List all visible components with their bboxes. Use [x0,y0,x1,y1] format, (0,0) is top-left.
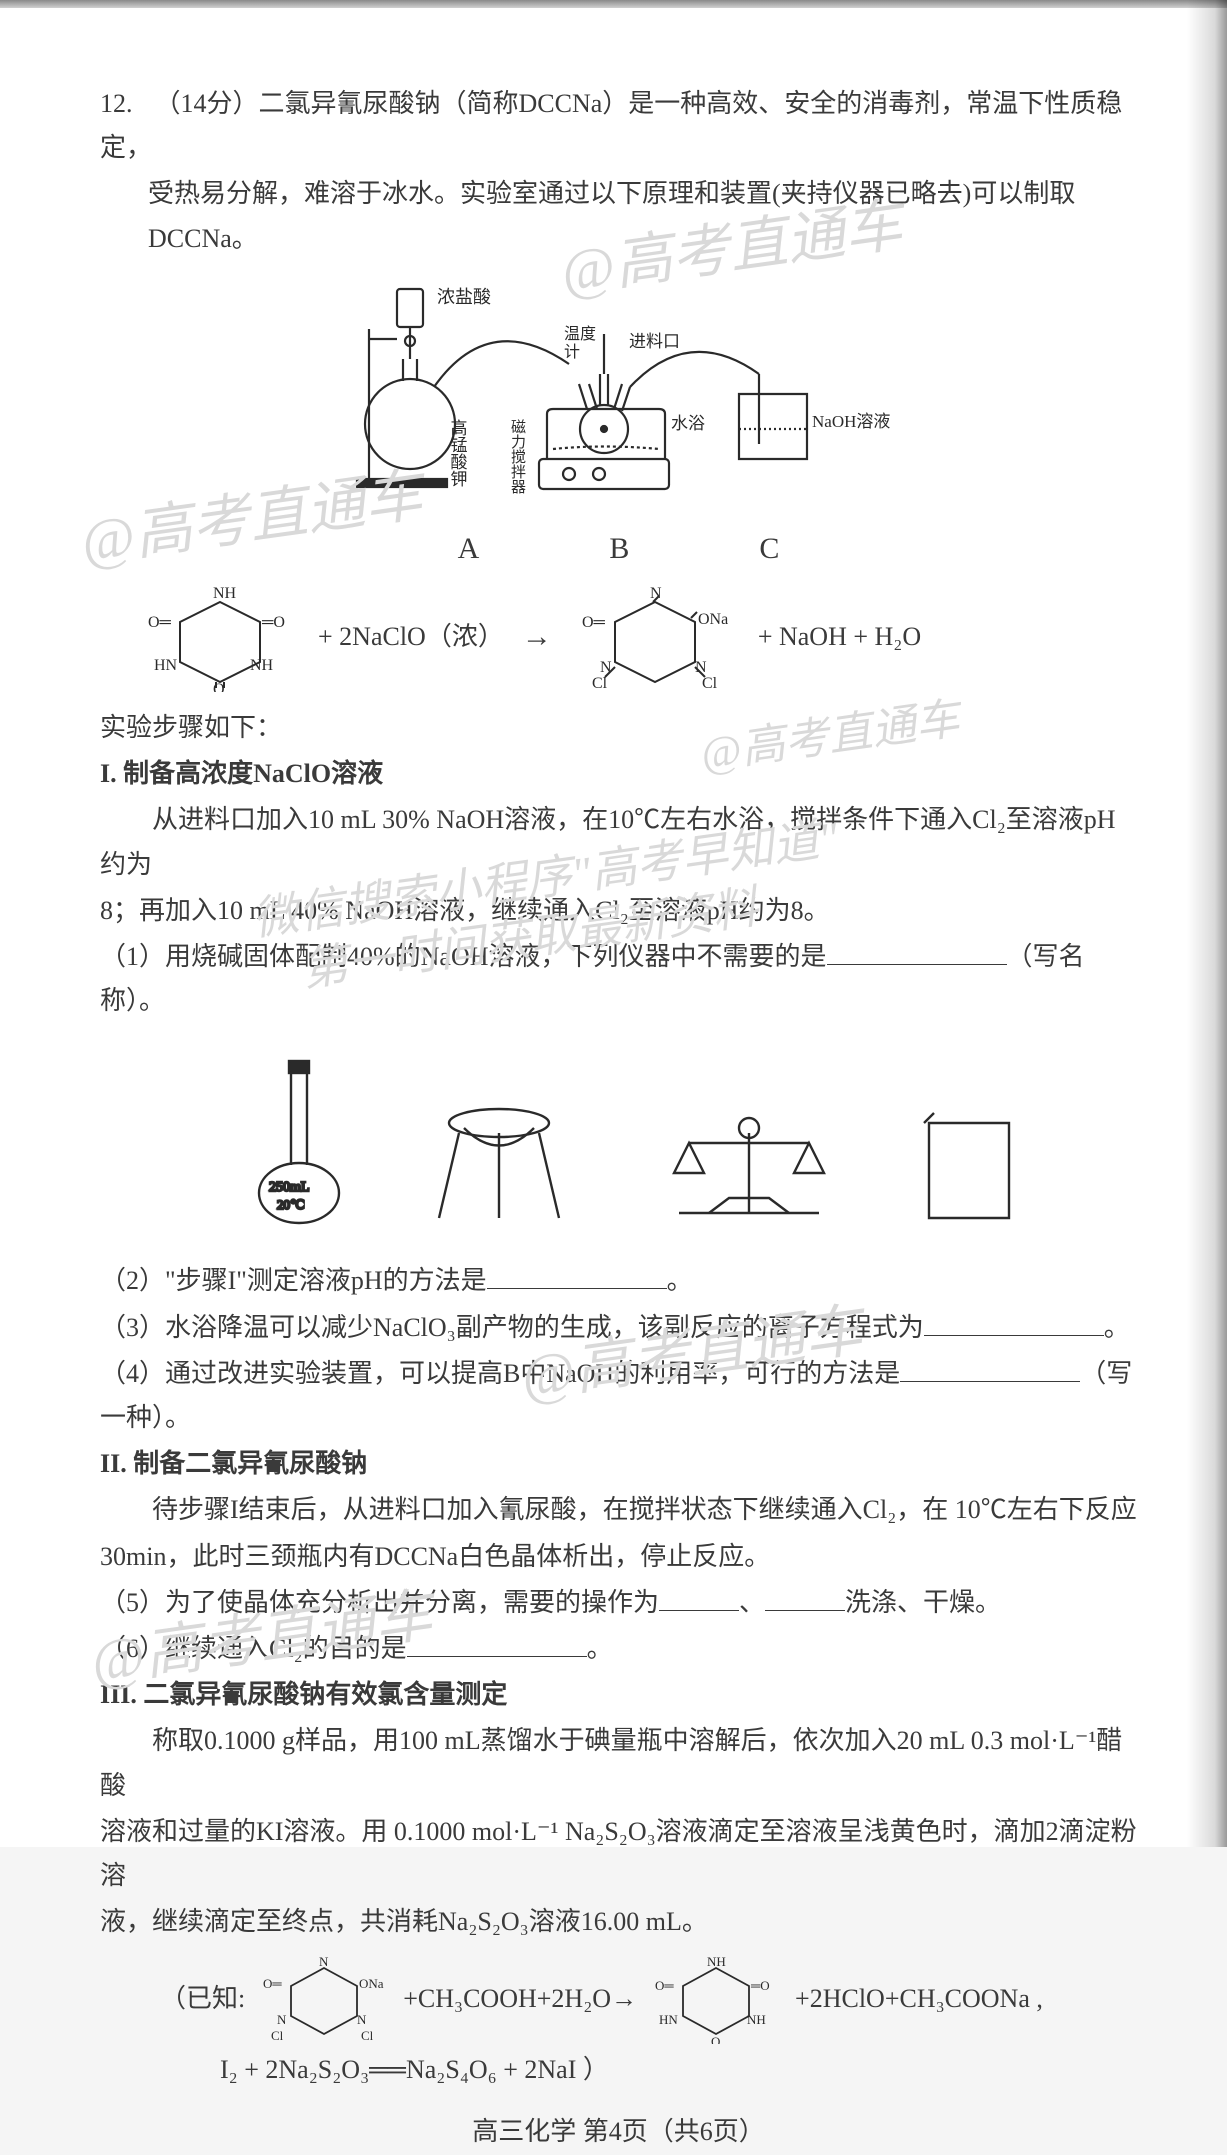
reaction-plus-naclo: + 2NaClO（浓） [318,615,504,659]
question-2: （2）"步骤I"测定溶液pH的方法是。 [100,1259,1137,1303]
section-I-title: I. 制备高浓度NaClO溶液 [100,752,1137,796]
known-rxn1-mid: +CH₃COOH+2H₂O→ [403,1977,637,2021]
exam-page: @高考直通车 @高考直通车 @高考直通车 微信搜索小程序"高考早知道" 第一时间… [0,0,1227,1847]
known-reactions: （已知: N ONa N N O═ Cl Cl +CH₃COOH+2H₂O→ N… [160,1954,1137,2044]
known-rxn1-tail: +2HClO+CH₃COONa , [795,1977,1043,2021]
apparatus-labels-row: A B C [100,523,1137,574]
label-C: C [759,523,779,574]
label-thermometer: 温度 [564,325,596,343]
svg-text:Cl: Cl [592,675,608,692]
molecule-reactant: NH ═O NH HN O═ O [140,582,300,692]
reaction-plus-naoh-h2o: + NaOH + H₂O [758,615,921,659]
question-number: 12. [100,82,148,126]
apparatus-diagram: 浓盐酸 高锰酸钾 [100,269,1137,523]
answer-blank [407,1630,587,1657]
question-intro-line2: 受热易分解，难溶于冰水。实验室通过以下原理和装置(夹持仪器已略去)可以制取DCC… [100,172,1137,260]
svg-text:ONa: ONa [698,611,728,628]
molecule-known-1: N ONa N N O═ Cl Cl [259,1954,389,2044]
svg-text:O═: O═ [263,1976,282,1991]
answer-blank [827,938,1007,965]
svg-text:NH: NH [707,1954,726,1969]
apparatus-svg: 浓盐酸 高锰酸钾 [339,269,899,509]
label-thermometer-2: 计 [564,343,580,361]
svg-text:O: O [213,681,225,692]
instruments-svg: 250mL 20℃ [209,1033,1029,1233]
label-stirrer: 磁力搅拌器 [509,419,526,494]
scan-right-shadow [1187,0,1227,1847]
label-feed: 进料口 [629,332,680,351]
section-II-body1: 待步骤I结束后，从进料口加入氰尿酸，在搅拌状态下继续通入Cl₂，在 10℃左右下… [100,1488,1137,1532]
question-points: （14分） [155,89,259,118]
label-naoh: NaOH溶液 [812,412,890,431]
svg-text:N: N [319,1954,329,1969]
label-kmno4: 高锰酸钾 [447,419,467,487]
section-II-body2: 30min，此时三颈瓶内有DCCNa白色晶体析出，停止反应。 [100,1535,1137,1579]
question-6: （6）继续通入Cl₂的目的是。 [100,1627,1137,1671]
svg-text:Cl: Cl [361,2028,374,2043]
svg-text:═O: ═O [750,1978,770,1993]
question-5: （5）为了使晶体充分析出并分离，需要的操作为、洗涤、干燥。 [100,1581,1137,1625]
label-hcl: 浓盐酸 [437,287,491,307]
scan-top-shadow [0,0,1227,8]
known-label: （已知: [160,1977,245,2021]
molecule-product: N ONa N N O═ Cl Cl [570,582,740,692]
question-4: （4）通过改进实验装置，可以提高B中NaOH的利用率，可行的方法是（写一种）。 [100,1352,1137,1440]
svg-text:Cl: Cl [271,2028,284,2043]
svg-text:N: N [357,2012,367,2027]
svg-text:20℃: 20℃ [277,1197,305,1212]
svg-text:HN: HN [659,2012,678,2027]
steps-header: 实验步骤如下： [100,706,1137,750]
svg-text:NH: NH [747,2012,766,2027]
section-III-body2: 溶液和过量的KI溶液。用 0.1000 mol·L⁻¹ Na₂S₂O₃溶液滴定至… [100,1810,1137,1898]
svg-text:NH: NH [213,585,237,602]
label-A: A [458,523,480,574]
section-III-body3: 液，继续滴定至终点，共消耗Na₂S₂O₃溶液16.00 mL。 [100,1900,1137,1944]
svg-text:HN: HN [154,657,178,674]
svg-text:O═: O═ [148,614,172,631]
label-B: B [609,523,629,574]
svg-text:N: N [600,659,612,676]
svg-text:NH: NH [250,657,274,674]
molecule-known-2: NH ═O NH HN O═ O [651,1954,781,2044]
svg-text:N: N [277,2012,287,2027]
question-intro-line1: 12. （14分）二氯异氰尿酸钠（简称DCCNa）是一种高效、安全的消毒剂，常温… [100,82,1137,170]
svg-text:250mL: 250mL [269,1180,309,1195]
answer-blank [487,1262,667,1289]
svg-text:O═: O═ [582,614,606,631]
section-II-title: II. 制备二氯异氰尿酸钠 [100,1442,1137,1486]
svg-text:O: O [711,2034,720,2044]
svg-text:O═: O═ [655,1978,674,1993]
section-III-title: III. 二氯异氰尿酸钠有效氯含量测定 [100,1673,1137,1717]
instruments-diagram: 250mL 20℃ [100,1033,1137,1247]
page-footer: 高三化学 第4页（共6页） [100,2110,1137,2154]
known-rxn2: I₂ + 2Na₂S₂O₃══Na₂S₄O₆ + 2NaI ） [100,2048,1137,2092]
answer-blank [924,1309,1104,1336]
answer-blank [659,1584,739,1611]
label-waterbath: 水浴 [671,414,705,433]
answer-blank [900,1355,1080,1382]
reaction-arrow: → [522,611,552,662]
reaction-equation: NH ═O NH HN O═ O + 2NaClO（浓） → N ONa N N… [140,582,1137,692]
section-I-body2: 8；再加入10 mL 40% NaOH溶液，继续通入Cl₂至溶液pH约为8。 [100,889,1137,933]
section-III-body1: 称取0.1000 g样品，用100 mL蒸馏水于碘量瓶中溶解后，依次加入20 m… [100,1719,1137,1807]
answer-blank [765,1584,845,1611]
section-I-body1: 从进料口加入10 mL 30% NaOH溶液，在10℃左右水浴，搅拌条件下通入C… [100,798,1137,886]
svg-text:ONa: ONa [359,1976,384,1991]
svg-text:═O: ═O [261,614,285,631]
question-3: （3）水浴降温可以减少NaClO₃副产物的生成，该副反应的离子方程式为。 [100,1306,1137,1350]
question-1: （1）用烧碱固体配制40%的NaOH溶液，下列仪器中不需要的是（写名称）。 [100,935,1137,1023]
